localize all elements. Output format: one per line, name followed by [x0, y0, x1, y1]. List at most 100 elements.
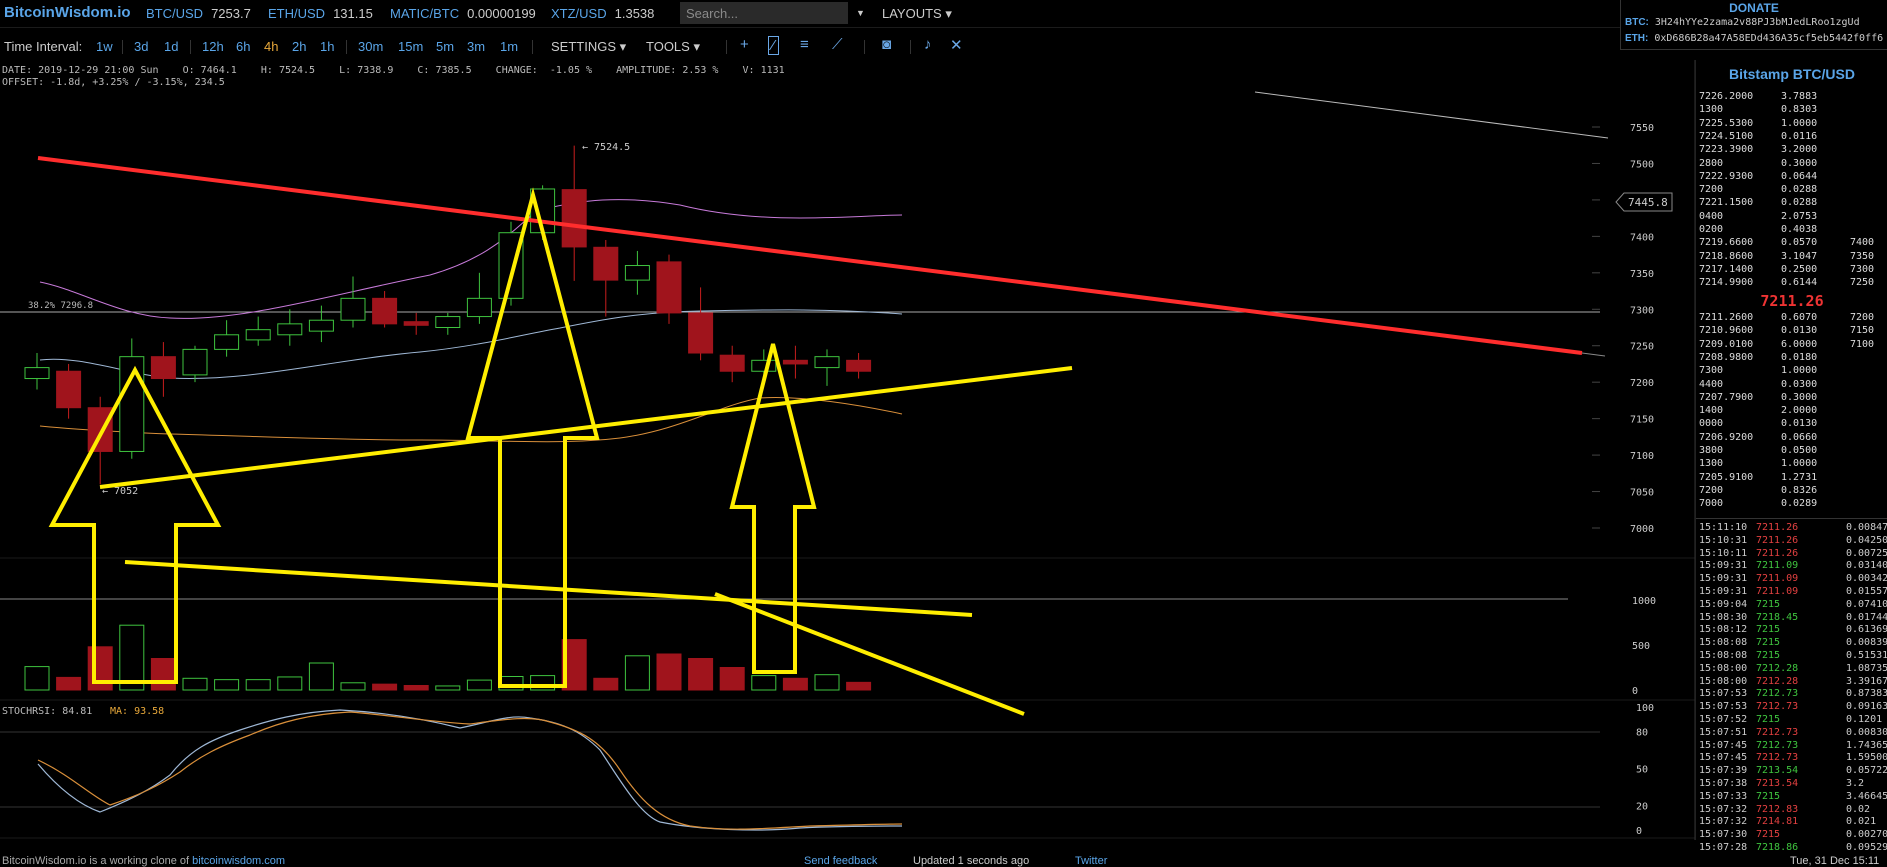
candle[interactable] [372, 291, 398, 328]
volume-tick-label: 0 [1632, 686, 1638, 697]
search-input[interactable] [680, 2, 848, 24]
trade-row: 15:07:51 7212.73 0.00830 [1699, 726, 1887, 738]
interval-3m[interactable]: 3m [467, 39, 486, 54]
price-tick-label: 7300 [1630, 305, 1654, 316]
ask-row: 7224.5100 0.0116 [1699, 130, 1818, 142]
fullscreen-icon[interactable]: ✕ [950, 37, 963, 54]
top-right-trendline [1254, 91, 1609, 139]
candle[interactable] [688, 287, 714, 361]
layouts-menu[interactable]: LAYOUTS ▾ [882, 6, 952, 21]
bid-row: 7210.9600 0.0130 7150 [1699, 325, 1875, 337]
trade-row: 15:07:32 7212.83 0.02 [1699, 803, 1871, 815]
donate-panel: DONATE BTC: 3H24hYYe2zama2v88PJ3bMJedLRoo… [1620, 0, 1887, 50]
rsi-tick-label: 100 [1636, 703, 1654, 714]
ticker-xtz-usd[interactable]: XTZ/USD 1.3538 [551, 6, 655, 21]
candle[interactable] [719, 345, 745, 383]
candle[interactable] [24, 353, 50, 390]
volume-bar [372, 683, 398, 691]
horizontal-lines-icon[interactable]: ≡ [800, 36, 809, 53]
ticker-matic-btc[interactable]: MATIC/BTC 0.00000199 [390, 6, 536, 21]
interval-5m[interactable]: 5m [436, 39, 455, 54]
volume-bar [24, 666, 50, 691]
site-logo[interactable]: BitcoinWisdom.io [4, 4, 131, 21]
stochrsi-axis: 100 80 50 20 0 [1636, 703, 1654, 837]
bid-row: 1400 2.0000 [1699, 405, 1818, 417]
crosshair-icon[interactable]: + [740, 36, 749, 53]
candle-body [182, 348, 208, 376]
candle[interactable] [846, 353, 872, 379]
candle-body [593, 246, 619, 281]
btc-donate-address[interactable]: BTC: 3H24hYYe2zama2v88PJ3bMJedLRoo1zgUd [1625, 17, 1860, 28]
interval-1w[interactable]: 1w [96, 39, 113, 54]
interval-2h[interactable]: 2h [292, 39, 307, 54]
price-tick-label: 7200 [1630, 378, 1654, 389]
candle[interactable] [150, 342, 176, 397]
line-tool-icon[interactable]: ⁄ [768, 36, 779, 55]
volume-bar [435, 685, 461, 691]
candle[interactable] [308, 305, 334, 343]
interval-1m[interactable]: 1m [500, 39, 519, 54]
donate-title: DONATE [1729, 1, 1779, 15]
candle[interactable] [245, 316, 271, 346]
candle[interactable] [182, 345, 208, 383]
bell-icon[interactable]: ♪ [924, 36, 932, 53]
candle[interactable] [87, 396, 113, 485]
interval-1h[interactable]: 1h [320, 39, 335, 54]
high-label: ← 7524.5 [582, 142, 630, 153]
order-book-title[interactable]: Bitstamp BTC/USD [1728, 66, 1855, 82]
yellow-volume-down-line [714, 592, 1025, 716]
candle[interactable] [814, 349, 840, 386]
volume-bar [593, 677, 619, 691]
fib-tool-icon[interactable]: ⟋ [832, 36, 843, 53]
eth-donate-address[interactable]: ETH: 0xD686B28a47A58EDd436A35cf5eb5442f0f… [1625, 33, 1884, 44]
trade-row: 15:11:10 7211.26 0.00847 [1699, 522, 1887, 533]
settings-menu[interactable]: SETTINGS ▾ [551, 39, 627, 54]
twitter-link[interactable]: Twitter [1075, 855, 1108, 867]
candle[interactable] [498, 221, 524, 306]
footer-link[interactable]: bitcoinwisdom.com [192, 855, 286, 867]
candle[interactable] [214, 320, 240, 357]
send-feedback-link[interactable]: Send feedback [804, 855, 878, 867]
candle[interactable] [403, 312, 429, 335]
trade-row: 15:08:12 7215 0.61369 [1699, 624, 1887, 636]
trade-row: 15:09:04 7215 0.07410 [1699, 598, 1887, 610]
candle[interactable] [435, 312, 461, 335]
interval-15m[interactable]: 15m [398, 39, 424, 54]
candle[interactable] [277, 309, 303, 346]
ticker-eth-usd[interactable]: ETH/USD 131.15 [268, 6, 373, 21]
search-dropdown-icon[interactable]: ▼ [856, 8, 865, 18]
ticker-btc-usd[interactable]: BTC/USD 7253.7 [146, 6, 251, 21]
camera-icon[interactable]: ◙ [882, 36, 892, 53]
candle-body [340, 297, 366, 321]
interval-3d[interactable]: 3d [134, 39, 149, 54]
last-price: 7211.26 [1760, 292, 1824, 310]
trade-row: 15:08:30 7218.45 0.01744 [1699, 611, 1887, 623]
bid-row: 7205.9100 1.2731 [1699, 471, 1818, 483]
ask-row: 7214.9900 0.6144 7250 [1699, 277, 1875, 289]
ask-row: 2800 0.3000 [1699, 157, 1818, 169]
candle[interactable] [56, 363, 82, 419]
bid-row: 3800 0.0500 [1699, 445, 1818, 456]
volume-axis: 1000 500 0 [1632, 596, 1656, 697]
candle[interactable] [340, 276, 366, 328]
price-chart[interactable]: 38.2% 7296.8 ← 7524.5 ← 7052 75507500745… [0, 60, 1695, 840]
interval-12h[interactable]: 12h [202, 39, 224, 54]
candle[interactable] [561, 145, 587, 281]
interval-30m[interactable]: 30m [358, 39, 384, 54]
candle[interactable] [624, 250, 650, 295]
time-interval-label: Time Interval: [4, 39, 83, 54]
tools-menu[interactable]: TOOLS ▾ [646, 39, 700, 54]
price-tick-label: 7250 [1630, 342, 1654, 353]
candle[interactable] [119, 338, 145, 459]
interval-6h[interactable]: 6h [236, 39, 251, 54]
volume-bar [656, 653, 682, 691]
interval-4h[interactable]: 4h [264, 39, 279, 54]
candle[interactable] [656, 254, 682, 324]
candle[interactable] [466, 272, 492, 324]
candle[interactable] [782, 345, 808, 379]
candle[interactable] [593, 240, 619, 317]
candle-body [624, 265, 650, 281]
interval-1d[interactable]: 1d [164, 39, 179, 54]
bid-row: 0000 0.0130 [1699, 418, 1818, 430]
ask-row: 7222.9300 0.0644 [1699, 170, 1818, 182]
